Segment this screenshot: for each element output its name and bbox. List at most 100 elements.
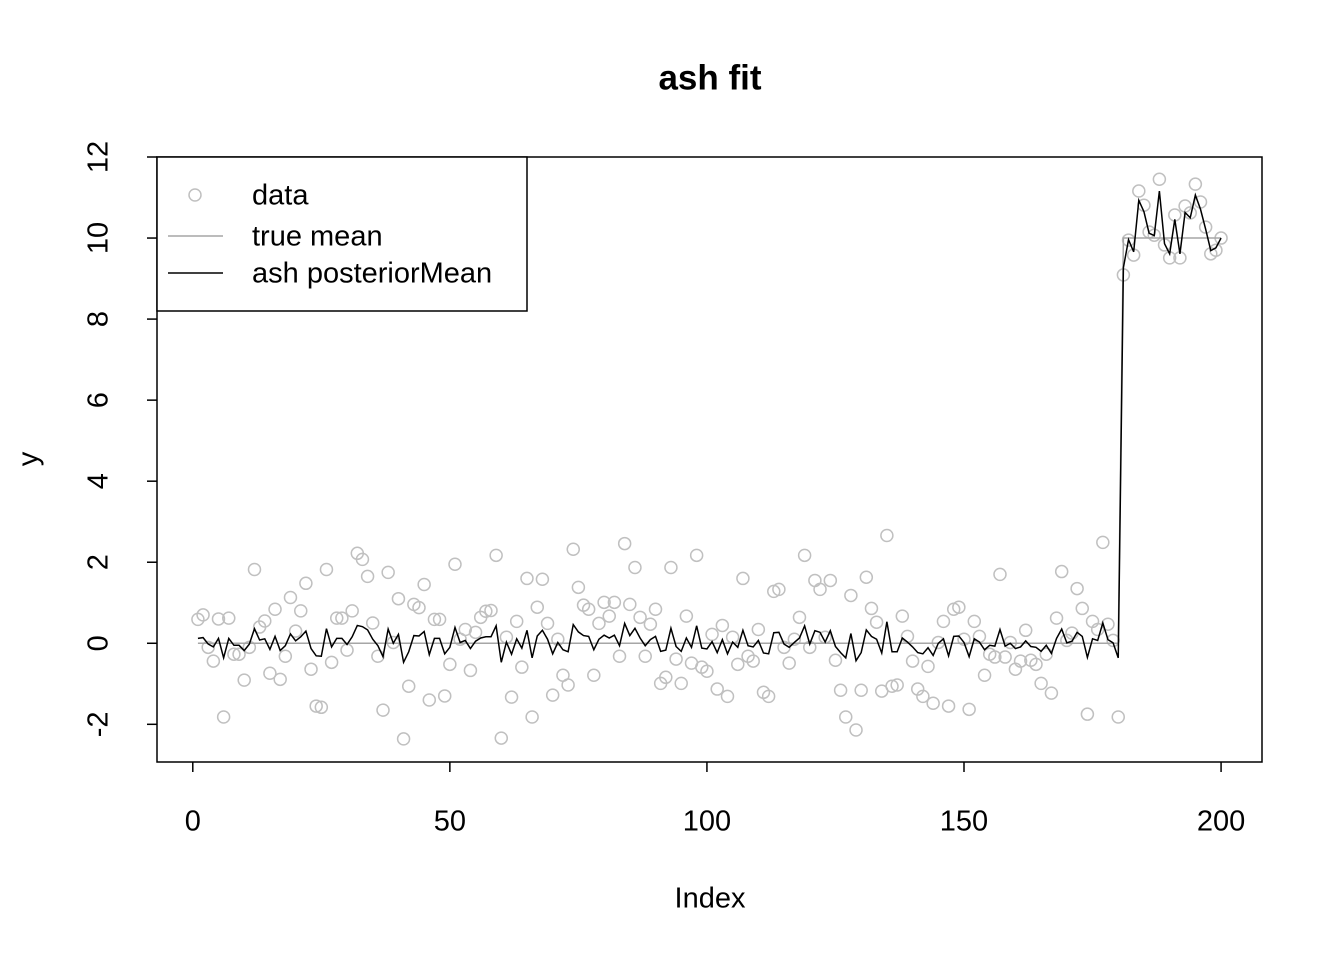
- data-point: [1152, 172, 1167, 187]
- data-point: [628, 560, 642, 575]
- legend-label: true mean: [252, 221, 383, 253]
- data-point: [669, 652, 683, 666]
- data-point: [237, 673, 251, 687]
- data-point: [602, 609, 616, 623]
- data-point: [1054, 564, 1069, 579]
- data-point: [659, 670, 673, 685]
- data-point: [607, 595, 622, 610]
- data-point: [432, 612, 447, 627]
- data-point: [710, 682, 724, 696]
- data-point: [833, 683, 848, 698]
- data-point: [304, 662, 318, 676]
- data-point: [617, 536, 632, 551]
- series-line: [197, 190, 1222, 665]
- legend-label: ash posteriorMean: [252, 258, 492, 290]
- data-point: [782, 656, 796, 670]
- data-point: [515, 660, 529, 674]
- data-point: [828, 653, 843, 668]
- data-point: [972, 629, 987, 644]
- data-point: [633, 610, 647, 625]
- data-point: [371, 649, 385, 663]
- data-point: [952, 600, 966, 614]
- data-point: [854, 683, 868, 698]
- data-point: [422, 693, 437, 707]
- data-point: [623, 597, 637, 612]
- data-point: [715, 618, 730, 633]
- data-point: [1111, 710, 1125, 724]
- data-point: [1039, 647, 1054, 661]
- data-point: [227, 647, 241, 661]
- data-point: [1132, 184, 1146, 198]
- data-point: [525, 710, 539, 724]
- data-point: [1080, 707, 1095, 721]
- data-point: [859, 570, 874, 584]
- data-point: [736, 571, 750, 586]
- data-point: [895, 609, 910, 623]
- data-point: [1096, 535, 1110, 550]
- data-point: [401, 679, 416, 693]
- data-point: [273, 672, 287, 687]
- data-point: [746, 654, 760, 668]
- data-point: [787, 632, 802, 646]
- data-point: [1183, 206, 1197, 220]
- data-point: [196, 608, 210, 622]
- data-point: [1198, 220, 1213, 234]
- data-point: [993, 567, 1007, 582]
- data-point: [957, 632, 971, 646]
- y-tick-label: 10: [83, 222, 115, 254]
- data-point: [278, 649, 293, 663]
- data-point: [772, 582, 786, 597]
- data-point: [216, 710, 231, 724]
- data-point: [936, 614, 951, 629]
- data-point: [638, 649, 652, 663]
- data-point: [1018, 623, 1033, 638]
- y-tick-label: 2: [83, 554, 115, 570]
- data-point: [921, 659, 935, 674]
- data-point: [797, 548, 812, 563]
- data-point: [340, 643, 354, 657]
- data-point: [191, 612, 205, 627]
- data-point: [551, 632, 565, 646]
- data-point: [741, 649, 755, 663]
- data-point: [705, 627, 719, 642]
- data-point: [597, 595, 611, 610]
- legend-symbol: [188, 188, 202, 202]
- x-tick-label: 150: [940, 806, 988, 838]
- data-point: [417, 577, 431, 592]
- x-tick-label: 0: [185, 806, 201, 838]
- plot-frame: [156, 156, 1263, 763]
- data-point: [720, 689, 735, 704]
- data-point: [329, 611, 344, 625]
- data-point: [294, 604, 308, 618]
- data-point: [283, 590, 298, 605]
- legend: data true mean ash posteriorMean: [156, 156, 528, 312]
- data-point: [468, 625, 483, 640]
- data-point: [479, 604, 493, 619]
- data-point: [309, 699, 323, 713]
- data-point: [530, 600, 545, 614]
- data-point: [504, 690, 519, 704]
- data-point: [612, 649, 627, 663]
- data-point: [1029, 657, 1043, 672]
- chart-title: ash fit: [658, 58, 761, 97]
- data-point: [813, 582, 827, 597]
- data-point: [211, 612, 226, 626]
- data-point: [268, 602, 282, 616]
- data-point: [1188, 177, 1203, 191]
- data-point: [689, 548, 704, 563]
- data-point: [941, 699, 956, 713]
- data-point: [864, 601, 879, 616]
- data-point: [962, 702, 976, 717]
- y-tick-label: 6: [83, 392, 115, 408]
- data-point: [648, 602, 663, 616]
- data-point: [1013, 654, 1028, 668]
- data-point: [509, 614, 524, 629]
- x-tick-label: 200: [1197, 806, 1245, 838]
- y-tick-label: -2: [83, 711, 115, 737]
- data-point: [643, 617, 658, 631]
- data-point: [571, 580, 586, 595]
- data-point: [484, 603, 498, 618]
- data-point: [381, 565, 395, 580]
- data-point: [427, 612, 442, 627]
